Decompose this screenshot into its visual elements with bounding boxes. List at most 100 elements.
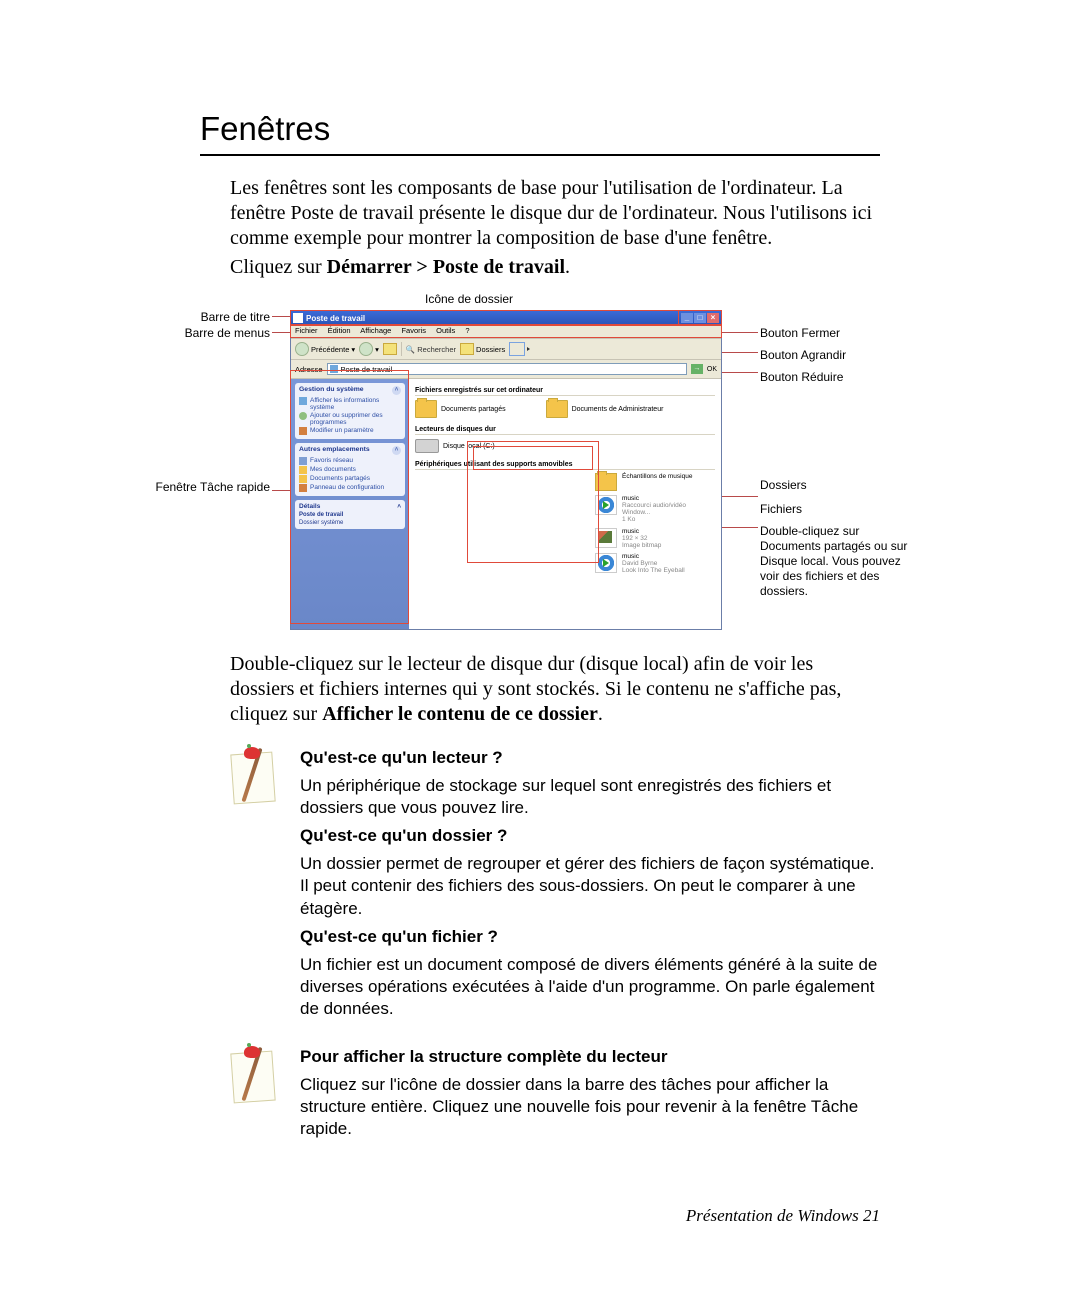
wmp-icon bbox=[595, 553, 617, 573]
task-item-label: Afficher les informations système bbox=[310, 397, 401, 411]
views-button[interactable] bbox=[509, 342, 525, 356]
intro-instruction-bold: Démarrer > Poste de travail bbox=[327, 256, 565, 278]
minimize-button[interactable]: _ bbox=[681, 313, 693, 323]
collapse-icon[interactable]: ˄ bbox=[392, 386, 401, 395]
up-button[interactable] bbox=[383, 343, 397, 355]
section-header: Lecteurs de disques dur bbox=[415, 426, 715, 435]
controlpanel-icon bbox=[299, 484, 307, 492]
task-item-label: Favoris réseau bbox=[310, 457, 353, 464]
taskpane-systeme-title: Gestion du système bbox=[299, 386, 364, 395]
xp-titlebar[interactable]: Poste de travail _ □ × bbox=[291, 311, 721, 325]
paragraph-doubleclick: Double-cliquez sur le lecteur de disque … bbox=[230, 652, 880, 727]
close-button[interactable]: × bbox=[707, 313, 719, 323]
folder-item[interactable]: Documents partagés bbox=[415, 400, 506, 418]
collapse-icon[interactable]: ˄ bbox=[397, 503, 401, 510]
address-value: Poste de travail bbox=[341, 365, 393, 374]
caption-doubleclick: Double-cliquez sur Documents partagés ou… bbox=[760, 524, 920, 599]
intro-instruction-pre: Cliquez sur bbox=[230, 256, 327, 278]
search-button[interactable]: 🔍 Rechercher bbox=[406, 345, 456, 354]
maximize-button[interactable]: □ bbox=[694, 313, 706, 323]
go-button[interactable]: → bbox=[691, 364, 703, 374]
taskpane-systeme: Gestion du système ˄ Afficher les informa… bbox=[295, 383, 405, 439]
xp-window: Poste de travail _ □ × Fichier Édition A… bbox=[290, 310, 722, 630]
page-heading: Fenêtres bbox=[200, 110, 880, 148]
monitor-icon bbox=[299, 397, 307, 405]
definition-block: Qu'est-ce qu'un lecteur ? Un périphériqu… bbox=[230, 747, 880, 1026]
section-header: Périphériques utilisant des supports amo… bbox=[415, 461, 715, 470]
definition-block: Pour afficher la structure complète du l… bbox=[230, 1046, 880, 1146]
up-folder-icon bbox=[383, 343, 397, 355]
xp-taskpane: Gestion du système ˄ Afficher les informa… bbox=[291, 379, 409, 629]
intro-instruction-post: . bbox=[565, 256, 570, 278]
menu-affichage[interactable]: Affichage bbox=[360, 326, 391, 335]
folder-item[interactable]: Documents de Administrateur bbox=[546, 400, 664, 418]
para2-bold: Afficher le contenu de ce dossier bbox=[322, 703, 598, 725]
folder-icon bbox=[299, 466, 307, 474]
folders-label: Dossiers bbox=[476, 345, 505, 354]
network-icon bbox=[299, 457, 307, 465]
menu-help[interactable]: ? bbox=[465, 326, 469, 335]
wmp-icon bbox=[595, 495, 617, 515]
caption-bouton-fermer: Bouton Fermer bbox=[760, 326, 920, 340]
menu-favoris[interactable]: Favoris bbox=[401, 326, 426, 335]
back-icon bbox=[295, 342, 309, 356]
menu-fichier[interactable]: Fichier bbox=[295, 326, 318, 335]
folders-button[interactable]: Dossiers bbox=[460, 343, 505, 355]
window-icon bbox=[293, 313, 303, 323]
drive-item[interactable]: Disque local (C:) bbox=[415, 439, 715, 453]
folder-icon bbox=[546, 400, 568, 418]
folder-icon bbox=[415, 400, 437, 418]
task-item[interactable]: Favoris réseau bbox=[299, 457, 401, 465]
details-line1: Poste de travail bbox=[299, 512, 343, 518]
drive-label: Disque local (C:) bbox=[443, 443, 495, 450]
task-item[interactable]: Mes documents bbox=[299, 466, 401, 474]
para2-post: . bbox=[598, 703, 603, 725]
address-field[interactable]: Poste de travail bbox=[327, 363, 687, 375]
task-item[interactable]: Documents partagés bbox=[299, 475, 401, 483]
heading-rule bbox=[200, 154, 880, 156]
task-item[interactable]: Afficher les informations système bbox=[299, 397, 401, 411]
task-item-label: Panneau de configuration bbox=[310, 484, 384, 491]
image-icon bbox=[595, 528, 617, 548]
ok-label: OK bbox=[707, 366, 717, 373]
back-button[interactable]: Précédente ▾ bbox=[295, 342, 355, 356]
caption-dossiers: Dossiers bbox=[760, 478, 920, 492]
address-label: Adresse bbox=[295, 365, 323, 374]
def-question: Qu'est-ce qu'un dossier ? bbox=[300, 825, 880, 847]
back-label: Précédente bbox=[311, 345, 349, 354]
task-item[interactable]: Ajouter ou supprimer des programmes bbox=[299, 412, 401, 426]
collapse-icon[interactable]: ˄ bbox=[392, 446, 401, 455]
caption-barre-menus: Barre de menus bbox=[185, 326, 270, 340]
details-line2: Dossier système bbox=[299, 520, 401, 526]
address-icon bbox=[330, 365, 338, 373]
def-answer: Un fichier est un document composé de di… bbox=[300, 954, 880, 1020]
gear-icon bbox=[299, 412, 307, 420]
xp-menubar[interactable]: Fichier Édition Affichage Favoris Outils… bbox=[291, 325, 721, 339]
caption-barre-titre: Barre de titre bbox=[201, 310, 270, 324]
annotated-figure: Icône de dossier Barre de titre Barre de… bbox=[200, 292, 880, 632]
file-item[interactable]: Échantillons de musique bbox=[595, 473, 715, 491]
forward-button[interactable]: ▾ bbox=[359, 342, 379, 356]
menu-edition[interactable]: Édition bbox=[328, 326, 351, 335]
task-item[interactable]: Modifier un paramètre bbox=[299, 427, 401, 435]
folder-icon bbox=[595, 473, 617, 491]
taskpane-emplacements-title: Autres emplacements bbox=[299, 446, 370, 455]
menu-outils[interactable]: Outils bbox=[436, 326, 455, 335]
caption-icon-dossier: Icône de dossier bbox=[425, 292, 513, 306]
file-list: Échantillons de musique musicRaccourci a… bbox=[595, 473, 715, 574]
folder-icon bbox=[299, 475, 307, 483]
note-icon bbox=[230, 747, 280, 807]
caption-bouton-agrandir: Bouton Agrandir bbox=[760, 348, 920, 362]
views-icon bbox=[509, 342, 525, 356]
file-item[interactable]: musicDavid Byrne Look Into The Eyeball bbox=[595, 553, 715, 574]
file-item[interactable]: music192 × 32 Image bitmap bbox=[595, 528, 715, 549]
taskpane-emplacements: Autres emplacements ˄ Favoris réseau Mes … bbox=[295, 443, 405, 496]
folder-label: Documents partagés bbox=[441, 406, 506, 413]
def-answer: Un périphérique de stockage sur lequel s… bbox=[300, 775, 880, 819]
taskpane-details-title: Détails bbox=[299, 503, 320, 510]
note-icon bbox=[230, 1046, 280, 1106]
caption-fichiers: Fichiers bbox=[760, 502, 920, 516]
task-item[interactable]: Panneau de configuration bbox=[299, 484, 401, 492]
file-item[interactable]: musicRaccourci audio/vidéo Window... 1 K… bbox=[595, 495, 715, 524]
arrow-icon bbox=[299, 427, 307, 435]
